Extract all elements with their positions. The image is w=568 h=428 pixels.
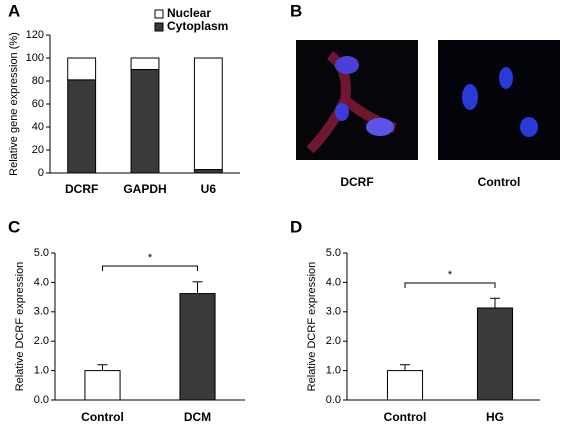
significance-label: * <box>148 252 153 264</box>
micrograph <box>296 40 418 160</box>
y-tick-label: 100 <box>26 52 44 64</box>
y-tick-label: 2.0 <box>326 335 341 347</box>
x-tick-label: Control <box>81 410 124 424</box>
bar-segment <box>67 79 97 174</box>
y-tick-label: 20 <box>32 144 44 156</box>
y-axis-label: Relative DCRF expression <box>14 262 26 392</box>
y-tick-label: 40 <box>32 121 44 133</box>
y-tick-label: 0.0 <box>34 394 49 406</box>
y-tick-label: 1.0 <box>34 365 49 377</box>
y-tick-label: 3.0 <box>34 306 49 318</box>
y-tick-label: 5.0 <box>34 247 49 259</box>
bar <box>386 370 424 401</box>
panel-label: B <box>290 1 302 20</box>
y-tick-label: 5.0 <box>326 247 341 259</box>
image-caption: DCRF <box>340 175 373 189</box>
significance-bracket <box>404 282 496 288</box>
y-tick-label: 4.0 <box>34 276 49 288</box>
panel-label: D <box>290 217 302 236</box>
y-tick-label: 0.0 <box>326 394 341 406</box>
bar-segment <box>193 57 223 171</box>
bar <box>84 370 121 401</box>
x-tick-label: Control <box>384 410 427 424</box>
y-axis-label: Relative DCRF expression <box>306 262 318 392</box>
image-caption: Control <box>478 175 521 189</box>
x-tick-label: DCM <box>184 410 211 424</box>
bar <box>179 293 216 401</box>
panel-label: A <box>8 1 20 20</box>
y-axis-label: Relative gene expression (%) <box>8 32 20 176</box>
significance-bracket <box>102 265 198 271</box>
legend-swatch <box>154 9 164 19</box>
bar-segment <box>130 57 160 70</box>
y-tick-label: 120 <box>26 29 44 41</box>
bar-segment <box>67 57 97 81</box>
legend-label: Nuclear <box>167 6 211 20</box>
bar-segment <box>130 69 160 174</box>
micrograph <box>438 40 560 160</box>
panel-label: C <box>8 217 20 236</box>
legend-label: Cytoplasm <box>167 19 228 33</box>
legend-swatch <box>154 22 164 32</box>
y-tick-label: 80 <box>32 75 44 87</box>
bar-segment <box>193 169 223 174</box>
y-tick-label: 2.0 <box>34 335 49 347</box>
significance-label: * <box>448 269 453 281</box>
y-tick-label: 1.0 <box>326 365 341 377</box>
x-tick-label: HG <box>486 410 504 424</box>
x-tick-label: GAPDH <box>123 182 166 196</box>
x-tick-label: DCRF <box>65 182 98 196</box>
y-tick-label: 4.0 <box>326 276 341 288</box>
bar <box>476 307 514 401</box>
y-tick-label: 60 <box>32 98 44 110</box>
x-tick-label: U6 <box>201 182 217 196</box>
y-tick-label: 0 <box>38 167 44 179</box>
y-tick-label: 3.0 <box>326 306 341 318</box>
